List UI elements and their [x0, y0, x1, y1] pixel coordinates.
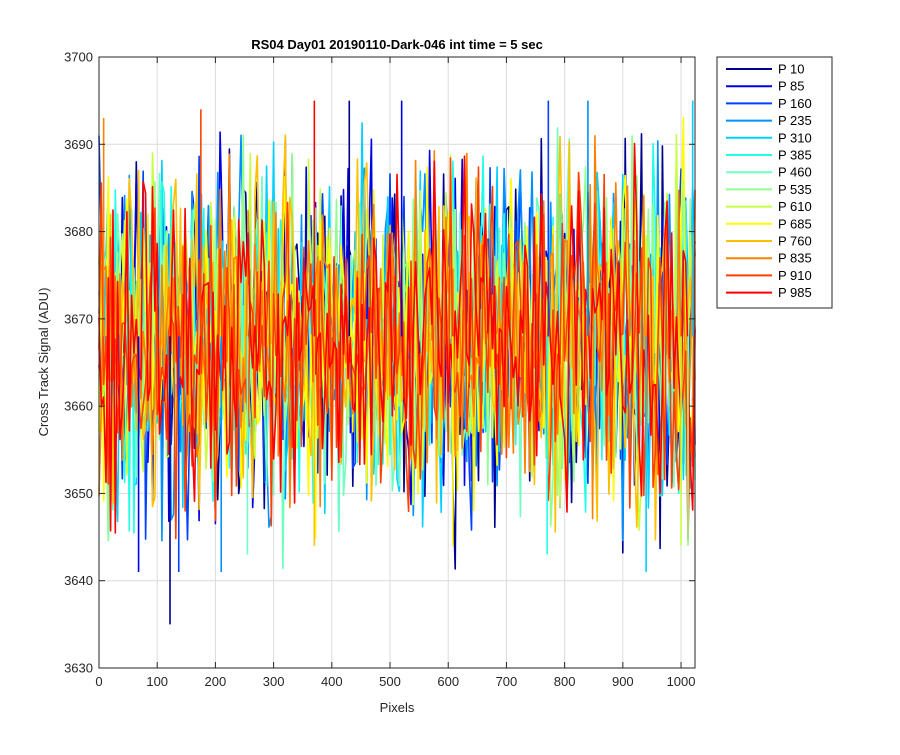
- legend-label: P 985: [778, 285, 812, 300]
- x-tick-label: 800: [554, 674, 576, 689]
- legend-label: P 460: [778, 165, 812, 180]
- legend-label: P 760: [778, 234, 812, 249]
- y-tick-label: 3640: [64, 573, 93, 588]
- legend-label: P 535: [778, 182, 812, 197]
- y-tick-label: 3650: [64, 486, 93, 501]
- series-lines: [98, 100, 696, 625]
- legend-label: P 835: [778, 251, 812, 266]
- legend: P 10 P 85 P 160 P 235 P 310 P 385 P 460 P 535 P …: [716, 56, 833, 309]
- y-tick-label: 3660: [64, 399, 93, 414]
- legend-box: [716, 56, 833, 309]
- x-tick-label: 600: [437, 674, 459, 689]
- x-tick-label: 1000: [667, 674, 696, 689]
- x-tick-label: 700: [496, 674, 518, 689]
- legend-label: P 685: [778, 216, 812, 231]
- x-axis-label: Pixels: [380, 700, 415, 715]
- x-tick-label: 400: [321, 674, 343, 689]
- series-line: [98, 134, 696, 541]
- x-tick-label: 300: [263, 674, 285, 689]
- y-tick-label: 3700: [64, 50, 93, 65]
- axis-ticks: 0 100 200 300 400 500 600 700 800 900 1000 3630 3640…: [64, 50, 695, 690]
- legend-label: P 610: [778, 199, 812, 214]
- y-tick-label: 3690: [64, 137, 93, 152]
- chart-title: RS04 Day01 20190110-Dark-046 int time = …: [251, 37, 543, 52]
- legend-label: P 910: [778, 268, 812, 283]
- legend-label: P 160: [778, 96, 812, 111]
- legend-label: P 235: [778, 113, 812, 128]
- y-axis-label: Cross Track Signal (ADU): [36, 288, 51, 437]
- series-line: [98, 157, 696, 542]
- x-tick-label: 900: [612, 674, 634, 689]
- legend-label: P 310: [778, 130, 812, 145]
- y-tick-label: 3630: [64, 661, 93, 676]
- x-tick-label: 0: [95, 674, 102, 689]
- legend-label: P 10: [778, 62, 805, 77]
- y-tick-label: 3670: [64, 311, 93, 326]
- x-tick-label: 200: [205, 674, 227, 689]
- legend-label: P 85: [778, 79, 805, 94]
- legend-label: P 385: [778, 148, 812, 163]
- x-tick-label: 100: [146, 674, 168, 689]
- x-tick-label: 500: [379, 674, 401, 689]
- series-line: [98, 135, 696, 520]
- plot-border: [98, 56, 696, 669]
- y-tick-label: 3680: [64, 224, 93, 239]
- series-line: [98, 142, 696, 534]
